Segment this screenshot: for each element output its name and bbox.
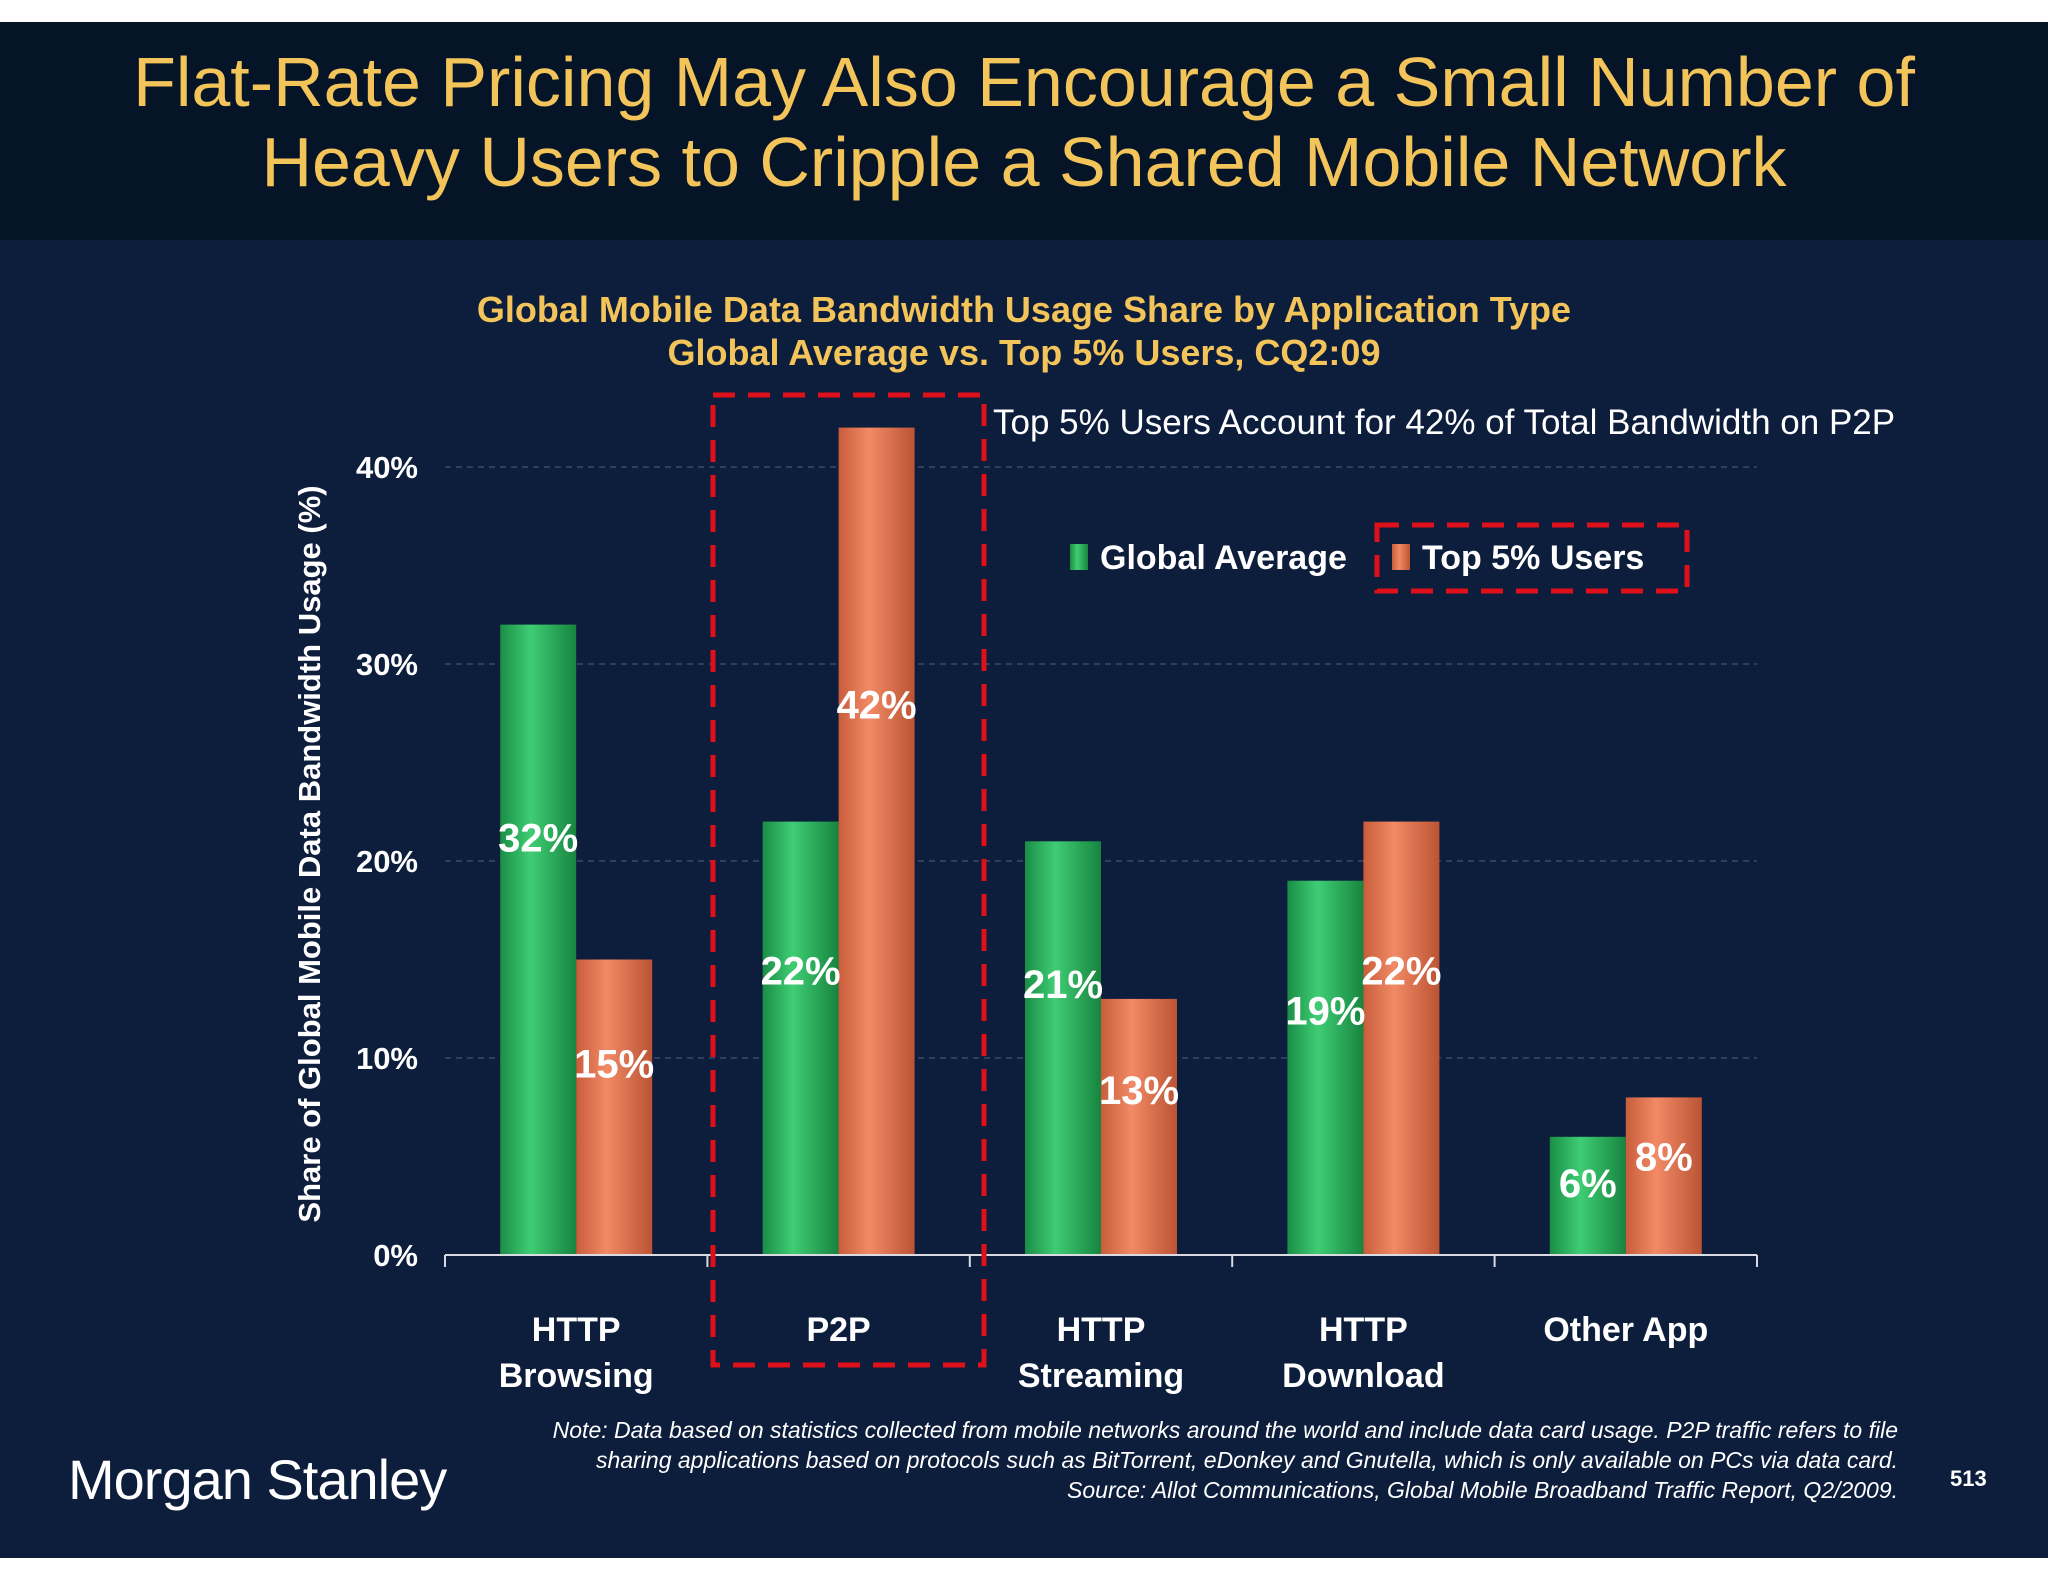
data-label: 22%: [761, 949, 841, 993]
bandwidth-chart: Global Mobile Data Bandwidth Usage Share…: [292, 289, 1895, 1395]
data-label: 13%: [1099, 1069, 1179, 1113]
chart-title: Global Mobile Data Bandwidth Usage Share…: [477, 289, 1571, 330]
x-axis-ticks: HTTP Browsing P2P HTTP Streaming HTTP Download…: [499, 1311, 1709, 1395]
y-tick-label: 40%: [356, 450, 418, 485]
y-axis-ticks: 0% 10% 20% 30% 40%: [356, 450, 418, 1273]
data-labels: 32%15%22%42%21%13%19%22%6%8%: [498, 684, 1693, 1207]
source-line: Source: Allot Communications, Global Mob…: [1067, 1477, 1898, 1503]
title-band: Flat-Rate Pricing May Also Encourage a S…: [0, 22, 2048, 240]
x-tick-label: P2P: [806, 1311, 870, 1349]
bar: [1625, 1097, 1702, 1255]
slide: Flat-Rate Pricing May Also Encourage a S…: [0, 22, 2048, 1558]
chart-subtitle: Global Average vs. Top 5% Users, CQ2:09: [668, 332, 1381, 373]
bar: [1025, 841, 1101, 1255]
legend-swatch-top5: [1392, 544, 1410, 570]
bar: [1363, 821, 1440, 1255]
data-label: 19%: [1285, 989, 1365, 1033]
legend-label-global-average: Global Average: [1100, 539, 1347, 577]
data-label: 42%: [837, 684, 917, 728]
bars: [500, 427, 1702, 1256]
bar: [576, 959, 653, 1255]
data-label: 22%: [1361, 949, 1441, 993]
bar: [500, 624, 577, 1255]
x-tick-label: HTTP: [1319, 1311, 1408, 1349]
note-line-1: Note: Data based on statistics collected…: [552, 1417, 1898, 1443]
data-label: 8%: [1635, 1136, 1693, 1180]
x-axis: [444, 1254, 1758, 1267]
legend-swatch-global-average: [1070, 544, 1088, 570]
y-tick-label: 10%: [356, 1041, 418, 1076]
x-tick-label: HTTP: [1057, 1311, 1146, 1349]
data-label: 6%: [1559, 1162, 1617, 1206]
legend-highlight-box: [1374, 522, 1690, 594]
slide-title: Flat-Rate Pricing May Also Encourage a S…: [133, 43, 1915, 201]
note-line-2: sharing applications based on protocols …: [596, 1447, 1898, 1473]
bar: [1101, 998, 1177, 1255]
y-tick-label: 30%: [356, 647, 418, 682]
p2p-annotation: Top 5% Users Account for 42% of Total Ba…: [993, 403, 1895, 442]
p2p-highlight-box: [710, 392, 987, 1368]
data-label: 15%: [574, 1043, 654, 1087]
legend: Global Average Top 5% Users: [1070, 522, 1690, 594]
bar: [1287, 880, 1364, 1255]
x-tick-label: Browsing: [499, 1357, 654, 1395]
y-tick-label: 0%: [373, 1238, 418, 1273]
x-tick-label: Streaming: [1018, 1357, 1184, 1395]
y-axis-label: Share of Global Mobile Data Bandwidth Us…: [292, 485, 327, 1222]
x-tick-label: Other App: [1543, 1311, 1708, 1349]
bar: [1549, 1136, 1626, 1255]
morgan-stanley-logo: Morgan Stanley: [68, 1448, 447, 1511]
y-tick-label: 20%: [356, 844, 418, 879]
data-label: 21%: [1023, 963, 1103, 1007]
legend-label-top5: Top 5% Users: [1422, 539, 1644, 577]
bar: [838, 427, 915, 1256]
x-tick-label: Download: [1282, 1357, 1444, 1395]
data-label: 32%: [498, 816, 578, 860]
bar: [762, 821, 839, 1255]
gridlines: [445, 466, 1757, 1059]
x-tick-label: HTTP: [532, 1311, 621, 1349]
page-number: 513: [1950, 1466, 1987, 1491]
